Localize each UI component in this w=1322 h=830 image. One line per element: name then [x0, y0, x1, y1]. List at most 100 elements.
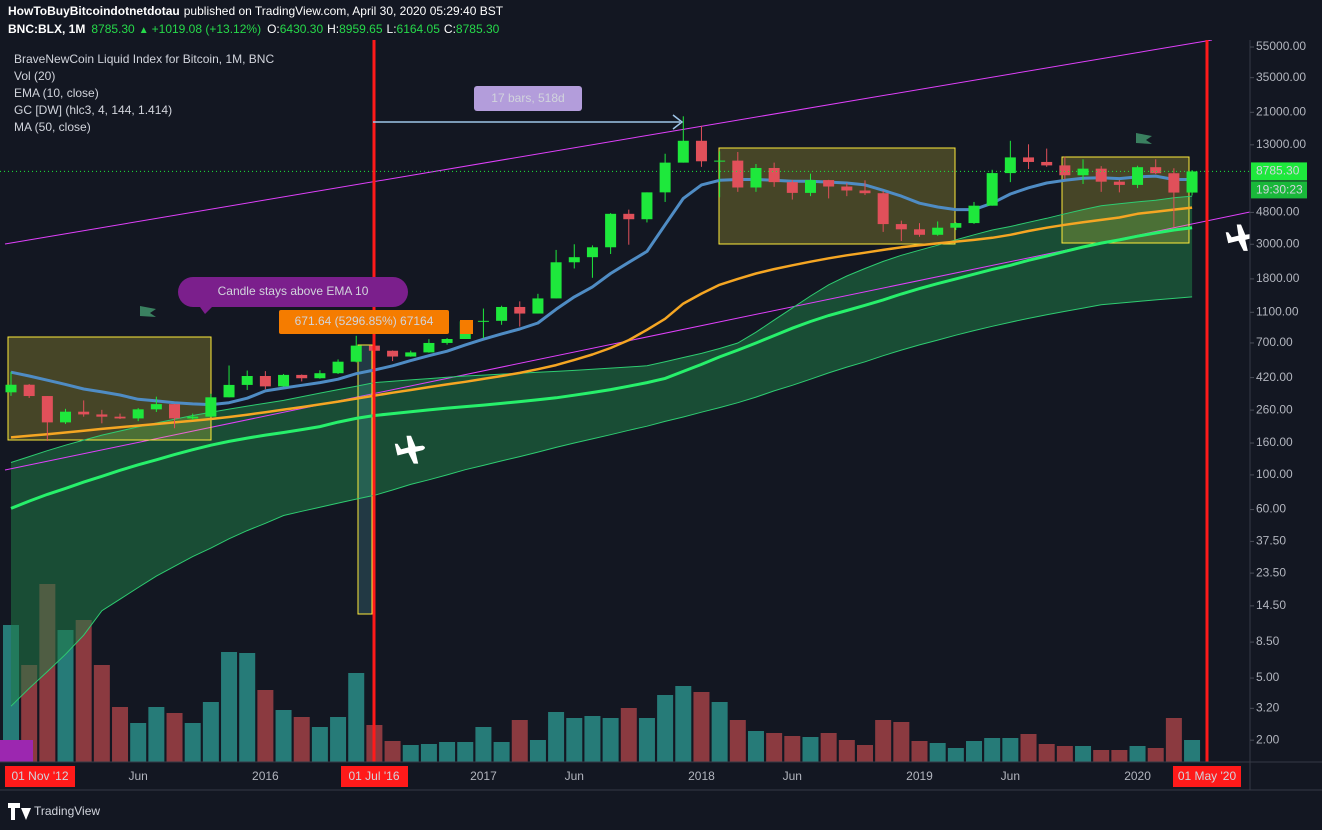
volume-bar: [239, 653, 256, 762]
volume-bar: [984, 738, 1001, 762]
candle-body: [968, 205, 980, 224]
volume-bar: [856, 745, 873, 762]
volume-bar: [620, 708, 637, 762]
y-tick-label: 1800.00: [1256, 271, 1300, 285]
volume-bar: [348, 673, 365, 762]
candle-body: [532, 298, 544, 314]
volume-bar: [130, 723, 147, 762]
volume-bar: [838, 740, 855, 762]
volume-bar: [402, 745, 419, 762]
candle-body: [78, 411, 90, 415]
volume-bar: [330, 717, 347, 762]
candle-body: [259, 375, 271, 387]
legend-entry: GC [DW] (hlc3, 4, 144, 1.414): [14, 103, 172, 117]
gc-lower: [10, 296, 1193, 707]
candle-body: [714, 160, 726, 162]
volume-bar: [184, 723, 201, 762]
candle-body: [1004, 157, 1016, 174]
candle-body: [877, 193, 889, 225]
volume-bar: [802, 737, 819, 762]
candle-body: [586, 247, 598, 258]
y-tick-label: 37.50: [1256, 534, 1286, 548]
volume-bar: [1002, 738, 1019, 762]
volume-bar: [439, 742, 456, 762]
countdown-tag: [1251, 181, 1307, 199]
volume-bar: [584, 716, 601, 762]
volume-bar: [820, 733, 837, 762]
volume-bar: [57, 630, 74, 762]
volume-bar: [784, 736, 801, 762]
x-tick-label: 2019: [906, 769, 933, 783]
volume-bar: [275, 710, 292, 762]
volume-bar: [548, 712, 565, 762]
candle-body: [914, 229, 925, 235]
price-range: [357, 344, 373, 615]
h-label: H:: [327, 22, 339, 36]
candle-body: [423, 342, 435, 353]
volume-bar: [420, 744, 437, 762]
candle-body: [550, 262, 562, 299]
marker-label: 01 Jul '16: [349, 769, 400, 783]
candle-body: [659, 162, 671, 193]
header: HowToBuyBitcoindotnetdotau published on T…: [8, 4, 504, 18]
l-label: L:: [387, 22, 397, 36]
volume-bar: [293, 717, 310, 762]
volume-bar: [966, 741, 983, 762]
candle-body: [841, 186, 853, 191]
candle-body: [768, 167, 780, 183]
volume-bar: [566, 718, 583, 762]
marker-tag: [1173, 766, 1241, 787]
candle-body: [1168, 173, 1180, 193]
volume-bar: [1056, 746, 1073, 762]
candle-body: [223, 384, 235, 398]
handle: [460, 320, 473, 334]
y-tick-label: 100.00: [1256, 467, 1293, 481]
brand-name: TradingView: [34, 804, 100, 818]
candle-body: [241, 375, 253, 385]
candle-body: [23, 384, 35, 397]
y-tick-label: 35000.00: [1256, 70, 1306, 84]
x-tick-label: Jun: [565, 769, 584, 783]
candle-body: [804, 180, 816, 193]
plot: 17 bars, 518d Candle stays above EMA 10 …: [0, 40, 1250, 762]
candle-body: [205, 397, 217, 417]
candle-body: [114, 416, 126, 419]
range-label: 671.64 (5296.85%) 67164: [295, 314, 434, 328]
y-tick-label: 14.50: [1256, 598, 1286, 612]
y-tick-label: 700.00: [1256, 335, 1293, 349]
c-value: 8785.30: [456, 22, 500, 36]
volume-bar: [75, 620, 92, 762]
flag-icon: [1136, 133, 1152, 144]
c-label: C:: [444, 22, 456, 36]
band-layer: [11, 196, 1193, 707]
volume-bar: [657, 695, 674, 762]
candle-body: [1023, 157, 1035, 162]
candle-body: [132, 409, 144, 419]
candle-body: [568, 257, 580, 263]
x-tick-label: 2018: [688, 769, 715, 783]
y-tick-label: 1100.00: [1256, 304, 1299, 318]
volume-bar: [457, 742, 474, 762]
marker-label: 01 May '20: [1178, 769, 1237, 783]
measure-label: 17 bars, 518d: [491, 91, 564, 105]
measure-box: [474, 86, 582, 111]
volume-bar: [766, 733, 783, 762]
volume-bar: [221, 652, 238, 762]
candle-body: [332, 361, 344, 374]
volume-bar: [148, 707, 165, 762]
candle-body: [605, 213, 617, 248]
y-tick-label: 8.50: [1256, 634, 1280, 648]
published: published on TradingView.com, April 30, …: [184, 4, 504, 18]
volume-bar: [93, 665, 110, 762]
trendline: [4, 40, 1213, 245]
legend-entry: MA (50, close): [14, 120, 91, 134]
volume-bar: [929, 743, 946, 762]
candle-body: [350, 345, 362, 362]
candle-body: [695, 140, 707, 162]
overlay-back: [4, 40, 1250, 615]
legend: BraveNewCoin Liquid Index for Bitcoin, 1…: [14, 52, 274, 134]
candle-body: [278, 374, 290, 387]
y-tick-label: 2.00: [1256, 732, 1280, 746]
candle-body: [1113, 181, 1125, 185]
y-tick-label: 420.00: [1256, 370, 1293, 384]
